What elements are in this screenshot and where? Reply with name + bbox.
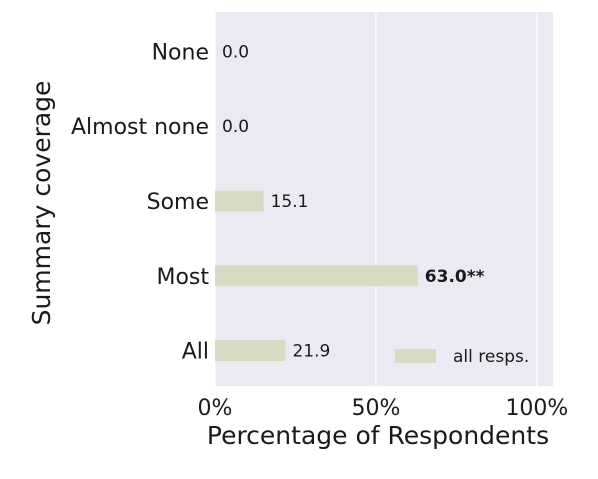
x-tick-labels: 0% 50% 100% bbox=[198, 396, 569, 421]
category-label-almost-none: Almost none bbox=[71, 115, 209, 140]
value-label-all: 21.9 bbox=[292, 342, 330, 362]
x-tick-label-100: 100% bbox=[505, 396, 568, 421]
value-label-some: 15.1 bbox=[271, 192, 309, 212]
category-label-all: All bbox=[182, 340, 209, 365]
category-label-some: Some bbox=[147, 190, 209, 215]
x-tick-label-50: 50% bbox=[351, 396, 400, 421]
value-labels: 0.0 0.0 15.1 63.0** 21.9 bbox=[222, 42, 485, 361]
value-label-most: 63.0** bbox=[425, 267, 485, 287]
bars bbox=[215, 190, 418, 362]
bar-some bbox=[215, 190, 264, 212]
value-label-none: 0.0 bbox=[222, 42, 249, 62]
y-axis-title: Summary coverage bbox=[27, 81, 56, 326]
bar-all bbox=[215, 340, 286, 362]
x-axis-title: Percentage of Respondents bbox=[207, 421, 549, 450]
plot-area bbox=[215, 12, 553, 386]
legend-swatch bbox=[395, 349, 436, 363]
category-labels: None Almost none Some Most All bbox=[71, 40, 209, 364]
bar-most bbox=[215, 265, 418, 287]
x-tick-label-0: 0% bbox=[198, 396, 233, 421]
category-label-most: Most bbox=[156, 265, 209, 290]
legend-label: all resps. bbox=[453, 347, 529, 367]
legend: all resps. bbox=[395, 347, 529, 367]
category-label-none: None bbox=[152, 40, 209, 65]
value-label-almost-none: 0.0 bbox=[222, 117, 249, 137]
